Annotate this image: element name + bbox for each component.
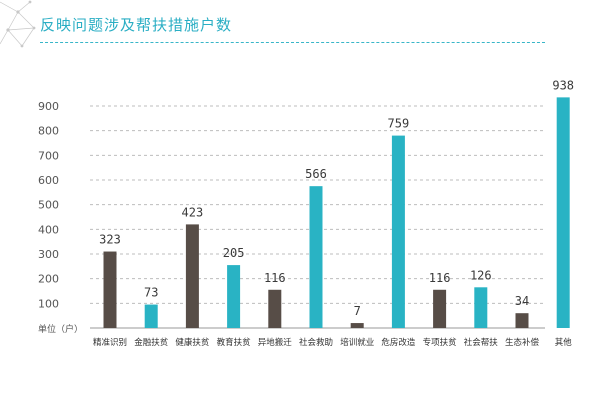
data-label: 116: [264, 271, 286, 285]
x-tick-label: 社会帮扶: [464, 337, 499, 348]
bar-专项扶贫: [433, 289, 447, 328]
x-tick-label: 危房改造: [381, 337, 416, 348]
bar-异地搬迁: [268, 289, 282, 328]
data-label: 938: [552, 78, 574, 92]
data-label: 205: [223, 246, 245, 260]
y-tick-label: 700: [38, 149, 59, 162]
x-tick-label: 培训就业: [340, 337, 374, 348]
data-label: 126: [470, 268, 492, 282]
y-tick-label: 500: [38, 199, 59, 212]
x-tick-label: 精准识别: [93, 337, 127, 348]
bar-危房改造: [391, 135, 405, 328]
x-tick-label: 生态补偿: [505, 337, 540, 348]
x-tick-label: 健康扶贫: [175, 337, 210, 348]
x-tick-label: 社会救助: [299, 337, 333, 348]
y-tick-label: 800: [38, 125, 59, 138]
y-tick-label: 900: [38, 100, 59, 113]
y-axis-unit-label: 单位（户）: [38, 323, 83, 335]
page-title: 反映问题涉及帮扶措施户数: [40, 16, 233, 34]
bar-培训就业: [350, 323, 364, 328]
x-tick-label: 金融扶贫: [134, 337, 169, 348]
data-label: 73: [144, 286, 158, 300]
x-tick-label: 专项扶贫: [423, 337, 458, 348]
bar-其他: [556, 97, 570, 328]
title-divider: [40, 42, 545, 43]
y-tick-label: 100: [38, 297, 59, 310]
data-label: 116: [429, 271, 451, 285]
bar-社会救助: [309, 186, 323, 328]
bar-教育扶贫: [227, 265, 241, 328]
y-tick-label: 300: [38, 248, 59, 261]
data-label: 423: [182, 205, 204, 219]
bar-精准识别: [103, 251, 117, 328]
x-tick-label: 其他: [555, 337, 573, 348]
x-tick-label: 异地搬迁: [258, 337, 293, 348]
data-label: 323: [99, 233, 121, 247]
data-label: 759: [388, 117, 410, 131]
network-decoration-icon: [0, 0, 36, 48]
bar-健康扶贫: [185, 224, 199, 328]
bar-金融扶贫: [144, 304, 158, 328]
bar-生态补偿: [515, 313, 529, 328]
y-tick-label: 400: [38, 223, 59, 236]
y-tick-label: 600: [38, 174, 59, 187]
x-tick-label: 教育扶贫: [217, 337, 252, 348]
bar-社会帮扶: [474, 287, 488, 328]
y-tick-label: 200: [38, 273, 59, 286]
data-label: 34: [515, 294, 529, 308]
data-label: 7: [354, 304, 361, 318]
data-label: 566: [305, 167, 327, 181]
